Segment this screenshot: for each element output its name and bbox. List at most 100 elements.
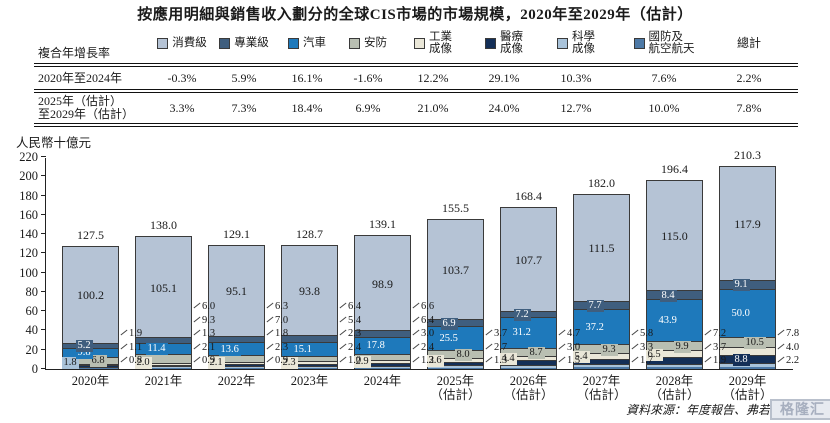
x-axis-label-2025年（估計）: 2025年 （估計） (430, 374, 481, 402)
segment-callout-defense: 0.9 (266, 355, 288, 367)
callout-leader-line (412, 302, 420, 309)
cagr-value-defense: 10.0% (648, 100, 680, 115)
y-tick-mark-160 (41, 213, 46, 215)
callout-leader-line (266, 343, 274, 349)
callout-leader-line (266, 329, 274, 336)
y-tick-label-0: 0 (31, 362, 38, 376)
bar-segment-defense (355, 367, 410, 369)
segment-callout-scientific: 2.4 (412, 342, 434, 354)
segment-callout-medical: 1.8 (266, 328, 288, 340)
cagr-table-row-2020-2024: 2020年至2024年 -0.3% 5.9% 16.1% -1.6% 12.2% 29.1%… (34, 67, 798, 93)
cagr-value-total: 2.2% (736, 70, 762, 85)
segment-callout-defense: 0.8 (120, 355, 142, 367)
segment-callout-defense: 2.2 (777, 355, 799, 367)
bar-segment-professional (136, 337, 191, 343)
bar-segment-security (355, 353, 410, 360)
segment-label-automotive: 25.5 (437, 333, 460, 346)
callout-leader-line (412, 329, 420, 336)
y-tick-label-40: 40 (25, 323, 39, 338)
y-tick-mark-220 (41, 156, 46, 157)
cagr-value-total: 7.8% (736, 100, 762, 115)
x-axis-label-2022年: 2022年 (217, 374, 256, 388)
bar-segment-security (282, 356, 337, 362)
segment-callout-defense: 1.7 (631, 355, 653, 367)
industrial-legend-swatch (414, 38, 425, 49)
callout-leader-line (704, 329, 712, 336)
chart-title: 按應用明細與銷售收入劃分的全球CIS市場的市場規模，2020年至2029年（估計… (137, 7, 693, 23)
callout-leader-line (193, 316, 201, 322)
bar-segment-industrial (209, 362, 264, 365)
medical-legend-swatch (485, 38, 496, 49)
segment-callout-professional: 6.6 (412, 301, 434, 313)
segment-label-consumer: 100.2 (77, 288, 104, 303)
callout-leader-line (193, 302, 201, 309)
segment-callout-scientific: 2.3 (266, 342, 288, 354)
cagr-value-professional: 5.9% (231, 70, 257, 85)
y-tick-label-180: 180 (19, 188, 38, 203)
segment-label-security: 8.7 (527, 346, 545, 359)
bar-segment-scientific (136, 366, 191, 369)
y-tick-mark-80 (41, 290, 46, 292)
bar-total-2022年: 129.1 (223, 226, 250, 241)
segment-callout-industrial: 7.8 (777, 328, 799, 340)
bar-segment-consumer (720, 166, 775, 280)
bar-segment-medical (501, 360, 556, 365)
callout-leader-line (558, 356, 566, 363)
callout-leader-line (631, 329, 639, 336)
legend-label-consumer: 消費級 (172, 36, 207, 49)
bar-segment-defense (647, 367, 702, 369)
legend-label-automotive: 汽車 (303, 36, 326, 49)
bar-segment-defense (720, 366, 775, 369)
segment-callout-scientific: 2.4 (339, 342, 361, 354)
consumer-legend-swatch (157, 38, 169, 49)
cagr-value-automotive: 16.1% (291, 70, 323, 85)
segment-label-consumer: 115.0 (661, 229, 688, 244)
segment-label-industrial: 5.4 (572, 351, 590, 363)
segment-callout-industrial: 1.9 (120, 328, 142, 340)
segment-label-industrial: 2.0 (134, 357, 152, 369)
bar-total-2021年: 138.0 (150, 217, 177, 232)
y-tick-label-120: 120 (19, 246, 38, 261)
bar-total-2028年（估計）: 196.4 (661, 161, 688, 176)
callout-leader-line (339, 343, 347, 349)
segment-label-automotive: 15.1 (291, 343, 314, 356)
bar-segment-industrial (355, 359, 410, 363)
callout-leader-line (558, 329, 566, 336)
cagr-value-consumer: -0.3% (167, 70, 197, 85)
bar-segment-professional (209, 336, 264, 343)
bar-segment-consumer (136, 235, 191, 338)
callout-leader-line (339, 329, 347, 336)
callout-leader-line (120, 356, 128, 363)
callout-leader-line (339, 302, 347, 309)
bar-segment-scientific (501, 364, 556, 368)
bar-total-2029年（估計）: 210.3 (734, 148, 761, 163)
y-tick-mark-120 (41, 252, 46, 254)
bar-segment-scientific (647, 363, 702, 368)
segment-callout-security: 6.4 (412, 315, 434, 327)
callout-leader-line (412, 316, 420, 322)
segment-callout-medical: 3.0 (412, 328, 434, 340)
x-axis-label-2027年（估計）: 2027年 （估計） (576, 374, 627, 402)
callout-leader-line (266, 316, 274, 322)
segment-label-professional: 7.7 (586, 299, 604, 312)
callout-leader-line (777, 343, 785, 349)
segment-label-consumer: 105.1 (150, 280, 177, 295)
y-tick-mark-180 (41, 194, 46, 196)
segment-callout-security: 9.3 (193, 315, 215, 327)
bar-segment-medical (647, 356, 702, 364)
segment-callout-defense: 1.2 (412, 355, 434, 367)
segment-label-security: 6.8 (89, 355, 107, 368)
callout-leader-line (777, 329, 785, 336)
bar-segment-scientific (428, 365, 483, 368)
legend-label-medical: 醫療 成像 (500, 31, 523, 55)
segment-label-industrial: 2.3 (280, 357, 298, 369)
y-tick-label-140: 140 (19, 227, 38, 242)
bar-segment-professional (282, 335, 337, 342)
cagr-table-header-row: 複合年增長率 消費級 專業級 汽車 安防 工業 成像 醫療 成像 科學 成像 國防及 航空航天 總計 (34, 27, 798, 67)
cagr-value-scientific: 12.7% (560, 100, 592, 115)
defense-legend-swatch (633, 38, 645, 49)
security-legend-swatch (349, 38, 360, 49)
segment-callout-scientific: 3.3 (631, 342, 653, 354)
legend-item-automotive: 汽車 (276, 36, 338, 50)
